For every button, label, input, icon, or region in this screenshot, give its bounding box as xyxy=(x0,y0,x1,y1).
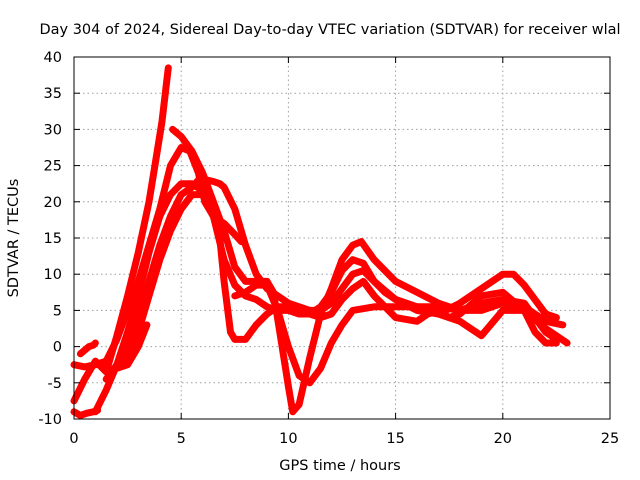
y-tick-label: -10 xyxy=(38,412,62,428)
y-tick-label: 40 xyxy=(44,50,62,66)
series-track-10 xyxy=(113,321,151,372)
x-tick-label: 15 xyxy=(386,431,404,447)
y-axis-label: SDTVAR / TECUs xyxy=(6,179,22,298)
data-point-marker xyxy=(553,340,560,346)
x-tick-label: 5 xyxy=(177,431,186,447)
data-point-marker xyxy=(143,321,150,328)
series-track-8 xyxy=(70,406,102,419)
data-point-marker xyxy=(553,314,560,321)
y-tick-label: 5 xyxy=(53,303,62,319)
series-track-9 xyxy=(76,339,99,358)
x-tick-label: 10 xyxy=(279,431,297,447)
y-tick-label: 30 xyxy=(44,122,62,138)
y-tick-label: 10 xyxy=(44,267,62,283)
data-point-marker xyxy=(94,407,101,414)
y-tick-label: 0 xyxy=(53,340,62,356)
data-point-marker xyxy=(564,340,571,346)
data-point-marker xyxy=(165,64,172,71)
chart-title: Day 304 of 2024, Sidereal Day-to-day VTE… xyxy=(39,22,620,38)
x-axis-label: GPS time / hours xyxy=(279,458,400,474)
y-tick-label: 25 xyxy=(44,159,62,175)
data-series xyxy=(70,64,571,419)
y-tick-label: 35 xyxy=(44,86,62,102)
data-point-marker xyxy=(559,321,566,328)
y-tick-label: -5 xyxy=(48,376,62,392)
x-tick-label: 25 xyxy=(601,431,619,447)
data-point-marker xyxy=(92,340,99,346)
x-tick-label: 0 xyxy=(69,431,78,447)
series-track-7 xyxy=(231,281,571,387)
series-track-5 xyxy=(91,176,560,416)
y-tick-label: 20 xyxy=(44,195,62,211)
axis-ticks: 0 5 10 15 20 25 -10 -5 0 5 10 15 20 25 30 35 40 xyxy=(38,50,619,447)
x-tick-label: 20 xyxy=(494,431,512,447)
y-tick-label: 15 xyxy=(44,231,62,247)
